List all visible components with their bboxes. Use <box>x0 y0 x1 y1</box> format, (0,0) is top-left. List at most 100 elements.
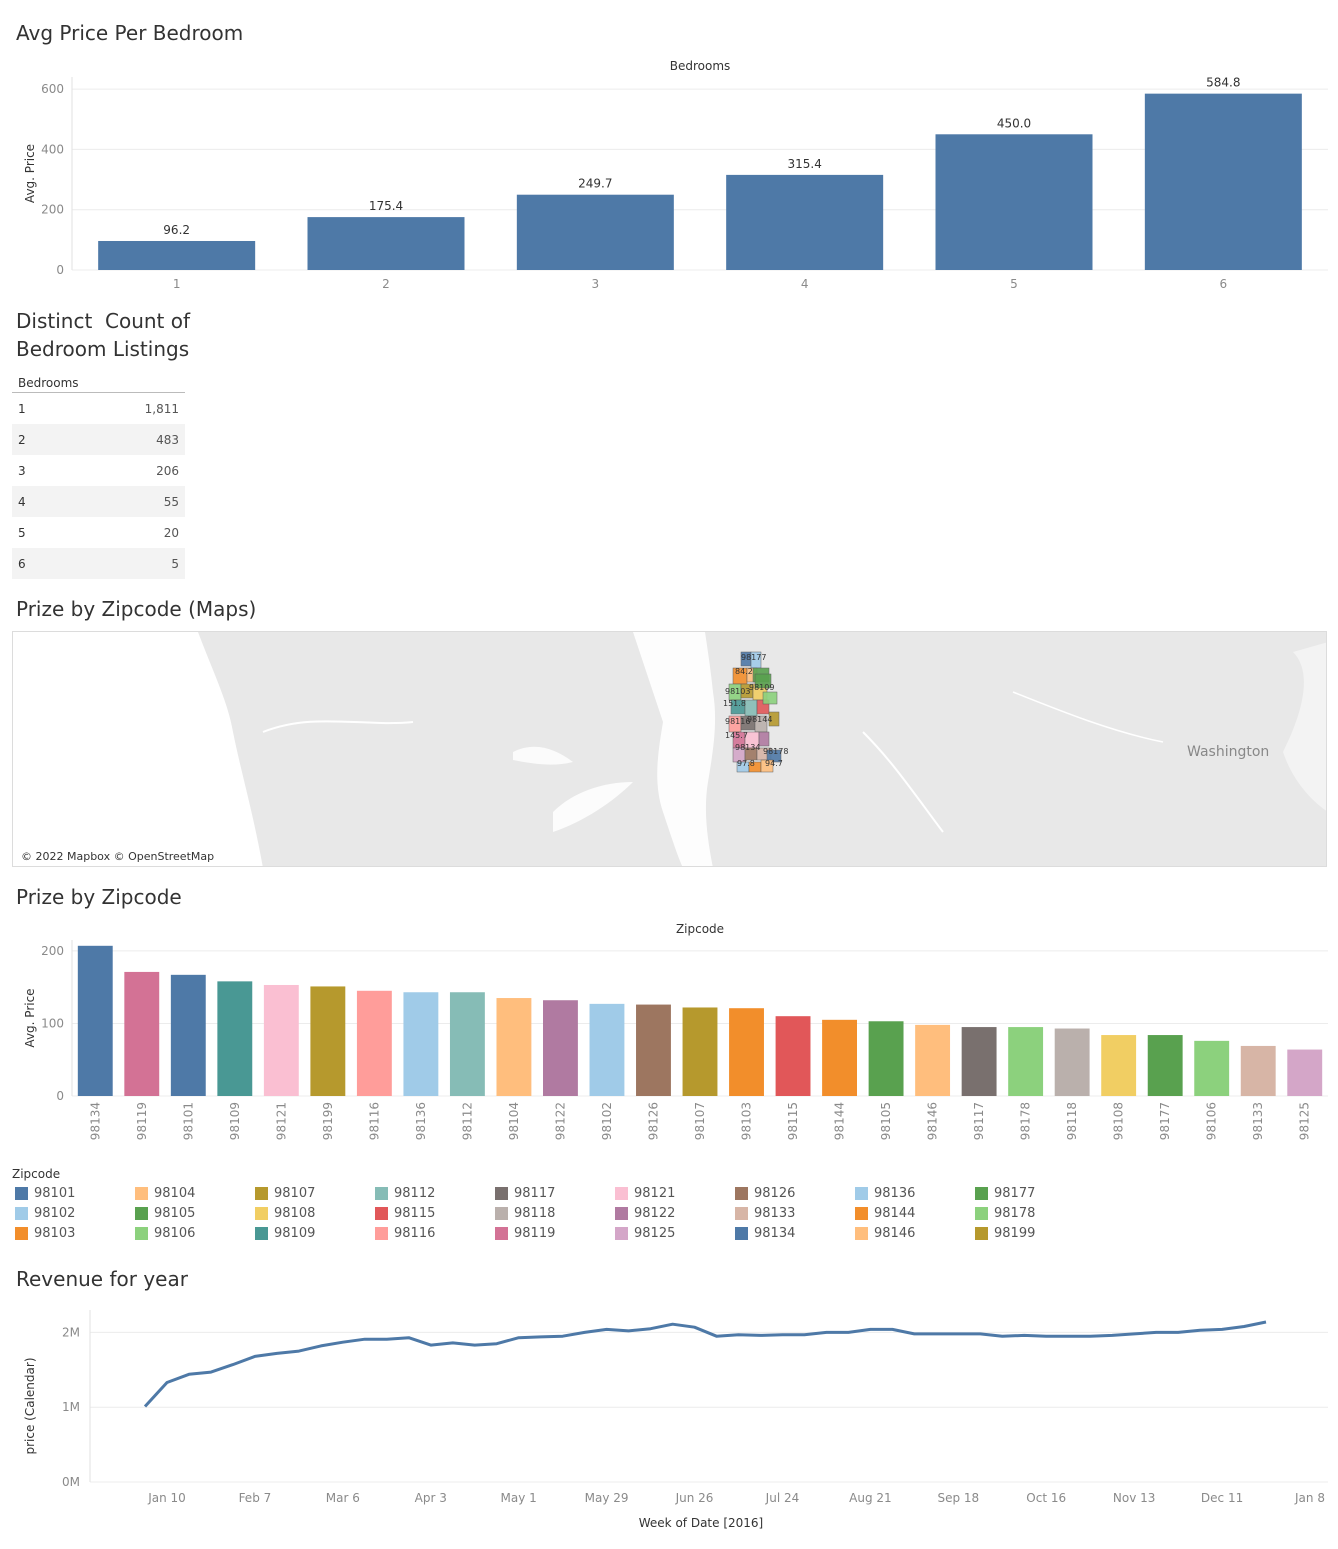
x-tick-label: Mar 6 <box>326 1491 360 1505</box>
legend-swatch <box>855 1206 868 1220</box>
legend-item[interactable]: 98117 <box>492 1183 612 1203</box>
x-tick-label: 98121 <box>274 1102 288 1140</box>
bar <box>1144 93 1302 270</box>
legend-label: 98115 <box>394 1205 436 1221</box>
x-tick-label: 98136 <box>414 1102 428 1140</box>
bedrooms-cell: 2 <box>18 432 26 447</box>
bar <box>403 992 439 1096</box>
legend-item[interactable]: 98119 <box>492 1223 612 1243</box>
x-tick-label: 98106 <box>1205 1102 1219 1140</box>
bar <box>1101 1035 1137 1096</box>
x-tick-label: 98103 <box>740 1102 754 1140</box>
bedrooms-cell: 3 <box>18 463 26 478</box>
map-credit[interactable]: © 2022 Mapbox © OpenStreetMap <box>17 849 219 864</box>
bar <box>310 986 346 1096</box>
legend-swatch <box>15 1226 28 1240</box>
map-terrain <box>13 632 1326 866</box>
legend-item[interactable]: 98112 <box>372 1183 492 1203</box>
legend-item[interactable]: 98101 <box>12 1183 132 1203</box>
count-title-line1: Distinct Count of <box>16 309 191 333</box>
x-tick-label: 98109 <box>228 1102 242 1140</box>
legend-item[interactable]: 98109 <box>252 1223 372 1243</box>
legend-item[interactable]: 98178 <box>972 1203 1092 1223</box>
zip-region <box>754 673 772 689</box>
table-row: 1 1,811 <box>12 393 185 424</box>
legend-item[interactable]: 98125 <box>612 1223 732 1243</box>
x-tick-label: Jan 10 <box>147 1491 186 1505</box>
legend-swatch <box>15 1206 28 1220</box>
legend-item[interactable]: 98105 <box>132 1203 252 1223</box>
zipcode-map[interactable]: 98177 84.2 98103 98109 151.8 98144 98116 98134 9… <box>12 631 1327 867</box>
legend-swatch <box>375 1226 388 1240</box>
bar <box>307 217 465 270</box>
x-tick-label: Aug 21 <box>849 1491 892 1505</box>
x-tick-label: 1 <box>173 277 181 291</box>
x-tick-label: May 1 <box>501 1491 537 1505</box>
legend-label: 98106 <box>154 1225 196 1241</box>
legend-item[interactable]: 98146 <box>852 1223 972 1243</box>
legend-label: 98122 <box>634 1205 676 1221</box>
x-tick-label: 98119 <box>135 1102 149 1140</box>
legend-item[interactable]: 98107 <box>252 1183 372 1203</box>
region-label-washington: Washington <box>1187 744 1270 760</box>
legend-item[interactable]: 98177 <box>972 1183 1092 1203</box>
legend-grid: 98101 98102 98103 98104 98105 98106 98107 98108… <box>12 1183 1112 1243</box>
y-tick-label: 100 <box>41 1016 64 1030</box>
sound-shape <box>633 632 716 866</box>
bar <box>98 240 256 270</box>
legend-item[interactable]: 98199 <box>972 1223 1092 1243</box>
x-tick-label: May 29 <box>585 1491 629 1505</box>
legend-item[interactable]: 98121 <box>612 1183 732 1203</box>
x-tick-label: 98104 <box>507 1102 521 1140</box>
table-row: 5 20 <box>12 517 185 548</box>
legend-item[interactable]: 98134 <box>732 1223 852 1243</box>
legend-item[interactable]: 98118 <box>492 1203 612 1223</box>
y-tick-label: 1M <box>62 1400 80 1414</box>
x-tick-label: 6 <box>1220 277 1228 291</box>
legend-label: 98117 <box>514 1185 556 1201</box>
bar <box>775 1016 811 1096</box>
zip-label: 84.2 <box>735 667 753 676</box>
legend-item[interactable]: 98133 <box>732 1203 852 1223</box>
legend-swatch <box>975 1226 988 1240</box>
legend-item[interactable]: 98122 <box>612 1203 732 1223</box>
map-title: Prize by Zipcode (Maps) <box>16 597 257 621</box>
table-body: 1 1,811 2 483 3 206 4 55 5 20 6 5 <box>12 393 185 579</box>
legend-item[interactable]: 98103 <box>12 1223 132 1243</box>
bar <box>1240 1045 1276 1096</box>
river-line-3 <box>1012 691 1164 743</box>
bar <box>496 998 532 1096</box>
count-cell: 20 <box>163 525 179 540</box>
bar <box>217 981 253 1096</box>
x-axis-title: Week of Date [2016] <box>639 1516 763 1530</box>
x-tick-label: Feb 7 <box>239 1491 272 1505</box>
legend-item[interactable]: 98144 <box>852 1203 972 1223</box>
legend-item[interactable]: 98104 <box>132 1183 252 1203</box>
x-tick-label: Jun 26 <box>675 1491 714 1505</box>
x-tick-label: Sep 18 <box>937 1491 979 1505</box>
x-tick-label: 98105 <box>879 1102 893 1140</box>
legend-item[interactable]: 98126 <box>732 1183 852 1203</box>
legend-item[interactable]: 98115 <box>372 1203 492 1223</box>
legend-swatch <box>615 1186 628 1200</box>
legend-swatch <box>975 1206 988 1220</box>
column-header: Bedrooms <box>670 59 731 73</box>
legend-label: 98105 <box>154 1205 196 1221</box>
bar <box>170 974 206 1096</box>
table-row: 2 483 <box>12 424 185 455</box>
legend-item[interactable]: 98102 <box>12 1203 132 1223</box>
y-tick-label: 200 <box>41 944 64 958</box>
count-cell: 206 <box>156 463 179 478</box>
river-shape <box>1283 642 1326 811</box>
legend-item[interactable]: 98116 <box>372 1223 492 1243</box>
legend-item[interactable]: 98106 <box>132 1223 252 1243</box>
legend-item[interactable]: 98136 <box>852 1183 972 1203</box>
legend-swatch <box>615 1206 628 1220</box>
legend-swatch <box>375 1186 388 1200</box>
x-tick-label: 98118 <box>1065 1102 1079 1140</box>
bedroom-bar-chart: Bedrooms Avg. Price 0 200 400 600 96.2 1 175.4 2 2… <box>23 59 1328 291</box>
zip-label: 98177 <box>741 653 766 662</box>
legend-item[interactable]: 98108 <box>252 1203 372 1223</box>
